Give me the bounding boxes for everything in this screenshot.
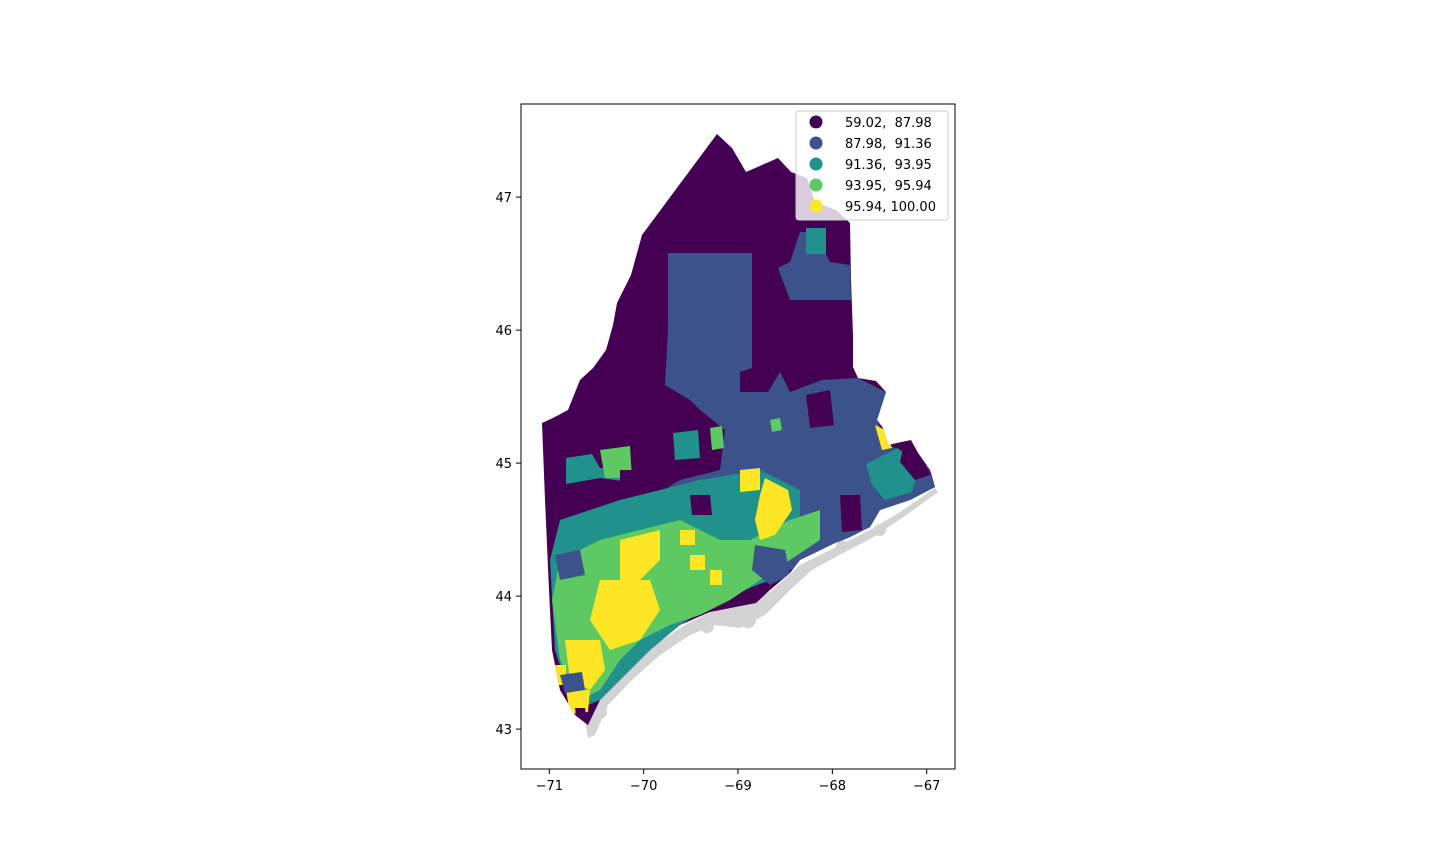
y-tick-label: 47 xyxy=(495,191,512,206)
y-axis: 43 44 45 46 47 xyxy=(495,191,521,738)
region-class-2 xyxy=(778,232,851,300)
y-tick-label: 43 xyxy=(495,723,512,738)
island xyxy=(836,540,848,552)
region-class-1 xyxy=(840,495,862,532)
legend-label: 95.94, 100.00 xyxy=(845,200,936,215)
legend-marker xyxy=(809,136,823,150)
legend-marker xyxy=(809,178,823,192)
y-tick-label: 45 xyxy=(495,457,512,472)
x-tick-label: −71 xyxy=(536,779,563,794)
legend-marker xyxy=(809,199,823,213)
region-class-5 xyxy=(740,468,760,492)
region-class-2 xyxy=(752,545,790,585)
legend-marker xyxy=(809,157,823,171)
region-class-4 xyxy=(770,418,782,432)
y-tick-label: 46 xyxy=(495,324,512,339)
region-class-4 xyxy=(710,426,724,450)
region-class-1 xyxy=(806,390,834,428)
region-class-5 xyxy=(755,478,792,540)
region-class-5 xyxy=(690,555,705,570)
legend: 59.02, 87.98 87.98, 91.36 91.36, 93.95 93.9… xyxy=(795,110,949,221)
region-class-5 xyxy=(710,570,722,585)
region-class-1 xyxy=(620,470,640,490)
island xyxy=(740,612,756,628)
island xyxy=(700,619,714,633)
region-class-5 xyxy=(620,530,660,580)
x-tick-label: −68 xyxy=(819,779,846,794)
x-tick-label: −70 xyxy=(630,779,657,794)
coastline-background xyxy=(585,488,938,738)
region-class-4 xyxy=(552,510,820,700)
legend-box xyxy=(795,110,949,221)
region-class-3 xyxy=(673,430,700,460)
region-class-5 xyxy=(590,580,660,650)
y-tick-label: 44 xyxy=(495,590,512,605)
coastal-shadow xyxy=(585,488,938,738)
region-class-2 xyxy=(560,672,585,693)
x-tick-label: −69 xyxy=(724,779,751,794)
legend-label: 59.02, 87.98 xyxy=(845,116,932,131)
region-class-3 xyxy=(806,228,826,254)
legend-marker xyxy=(809,115,823,129)
region-class-5 xyxy=(680,530,695,545)
legend-label: 87.98, 91.36 xyxy=(845,137,932,152)
region-class-4 xyxy=(730,540,752,568)
region-class-1 xyxy=(900,440,930,480)
legend-label: 93.95, 95.94 xyxy=(845,179,932,194)
legend-label: 91.36, 93.95 xyxy=(845,158,932,173)
x-tick-label: −67 xyxy=(913,779,940,794)
island xyxy=(593,705,607,719)
island xyxy=(874,524,886,536)
region-class-2 xyxy=(555,550,585,580)
x-axis: −71 −70 −69 −68 −67 xyxy=(536,769,940,794)
region-class-1 xyxy=(690,495,712,515)
